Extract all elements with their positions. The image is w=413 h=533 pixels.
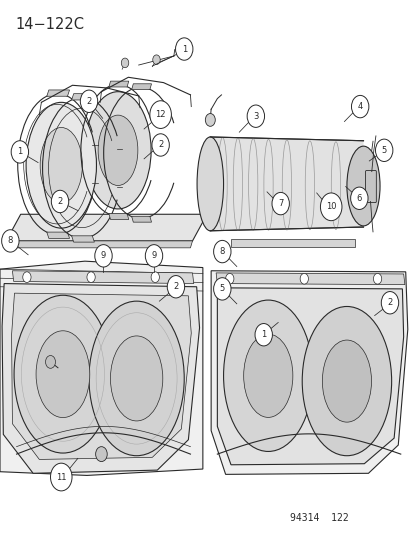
Circle shape: [150, 101, 171, 128]
Ellipse shape: [110, 336, 162, 421]
Circle shape: [254, 324, 272, 346]
Ellipse shape: [14, 295, 112, 453]
Text: 2: 2: [57, 197, 62, 206]
Circle shape: [23, 272, 31, 282]
Text: 3: 3: [253, 112, 258, 120]
Circle shape: [80, 90, 97, 112]
Ellipse shape: [89, 301, 184, 456]
Text: 14−122C: 14−122C: [16, 17, 85, 32]
Circle shape: [373, 273, 381, 284]
Ellipse shape: [85, 92, 151, 209]
Polygon shape: [47, 90, 69, 96]
Polygon shape: [47, 232, 69, 238]
Text: 1: 1: [181, 45, 186, 53]
Ellipse shape: [301, 306, 391, 456]
Text: 8: 8: [8, 237, 13, 245]
Polygon shape: [6, 214, 206, 241]
Polygon shape: [131, 84, 151, 90]
Circle shape: [45, 356, 55, 368]
Ellipse shape: [36, 331, 90, 417]
Circle shape: [95, 447, 107, 462]
Polygon shape: [12, 271, 193, 284]
Circle shape: [167, 276, 184, 298]
Ellipse shape: [223, 300, 312, 451]
Polygon shape: [230, 239, 354, 247]
Circle shape: [175, 38, 192, 60]
Text: 2: 2: [86, 97, 91, 106]
Circle shape: [213, 278, 230, 300]
Circle shape: [299, 273, 308, 284]
Polygon shape: [2, 284, 199, 473]
Ellipse shape: [243, 334, 292, 417]
Text: 6: 6: [356, 194, 361, 203]
FancyBboxPatch shape: [365, 171, 375, 203]
Polygon shape: [71, 94, 94, 100]
Text: 2: 2: [158, 141, 163, 149]
Circle shape: [95, 245, 112, 267]
Polygon shape: [0, 261, 202, 475]
Circle shape: [51, 190, 69, 213]
Circle shape: [205, 114, 215, 126]
Circle shape: [11, 141, 28, 163]
Text: 1: 1: [17, 148, 22, 156]
Circle shape: [375, 139, 392, 161]
Polygon shape: [211, 271, 407, 474]
Polygon shape: [109, 214, 128, 220]
Polygon shape: [210, 137, 363, 231]
Circle shape: [380, 292, 398, 314]
Text: 5: 5: [381, 146, 386, 155]
Text: 8: 8: [219, 247, 224, 256]
Text: 11: 11: [56, 473, 66, 481]
Polygon shape: [4, 241, 192, 248]
Text: 2: 2: [387, 298, 392, 307]
Circle shape: [121, 58, 128, 68]
Polygon shape: [217, 288, 403, 465]
Circle shape: [350, 187, 367, 209]
Text: 4: 4: [357, 102, 362, 111]
Ellipse shape: [197, 137, 223, 231]
Circle shape: [351, 95, 368, 118]
Circle shape: [145, 245, 162, 267]
Circle shape: [2, 230, 19, 252]
Text: 1: 1: [261, 330, 266, 339]
Circle shape: [320, 193, 341, 221]
Circle shape: [152, 134, 169, 156]
Text: 9: 9: [151, 252, 156, 260]
Text: 10: 10: [325, 203, 336, 211]
Ellipse shape: [346, 146, 379, 226]
Circle shape: [213, 240, 230, 263]
Text: 9: 9: [101, 252, 106, 260]
Polygon shape: [109, 81, 128, 87]
Text: 5: 5: [219, 285, 224, 293]
Polygon shape: [12, 293, 191, 459]
Circle shape: [247, 105, 264, 127]
Text: 94314  122: 94314 122: [289, 513, 348, 523]
Circle shape: [225, 273, 233, 284]
Ellipse shape: [40, 127, 82, 203]
Text: 7: 7: [278, 199, 282, 208]
Ellipse shape: [322, 340, 370, 422]
Text: 12: 12: [155, 110, 166, 119]
Circle shape: [87, 272, 95, 282]
Circle shape: [50, 463, 72, 491]
Circle shape: [151, 272, 159, 282]
Circle shape: [271, 192, 289, 215]
Polygon shape: [131, 216, 151, 222]
Polygon shape: [71, 236, 94, 242]
Circle shape: [152, 55, 160, 64]
Text: 2: 2: [173, 282, 178, 291]
Ellipse shape: [26, 102, 96, 228]
Ellipse shape: [98, 115, 138, 185]
Polygon shape: [216, 273, 404, 285]
